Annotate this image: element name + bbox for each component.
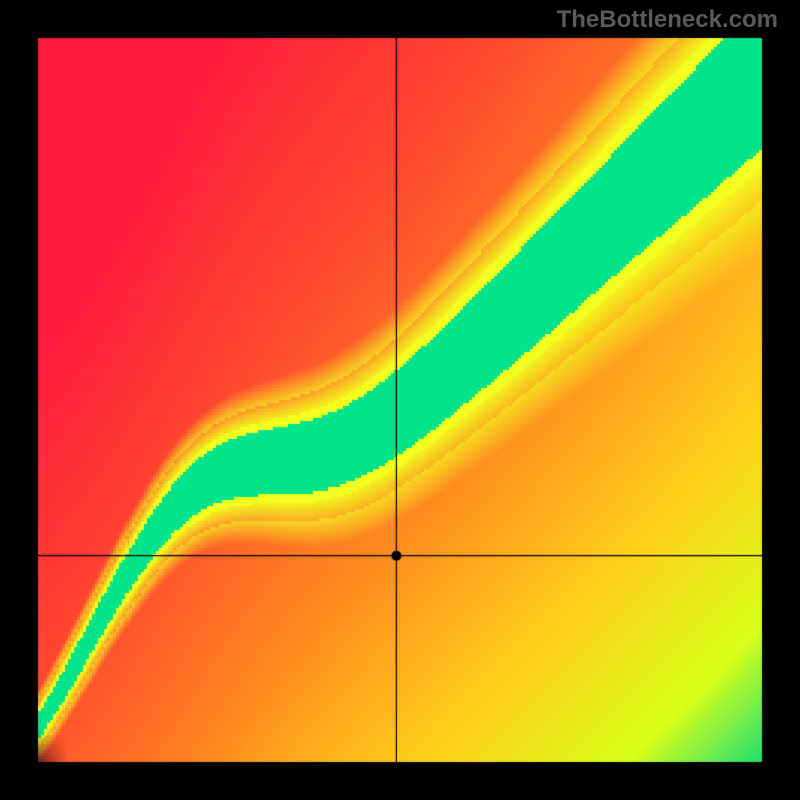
bottleneck-heatmap [0,0,800,800]
watermark-text: TheBottleneck.com [557,6,778,34]
chart-container: TheBottleneck.com [0,0,800,800]
